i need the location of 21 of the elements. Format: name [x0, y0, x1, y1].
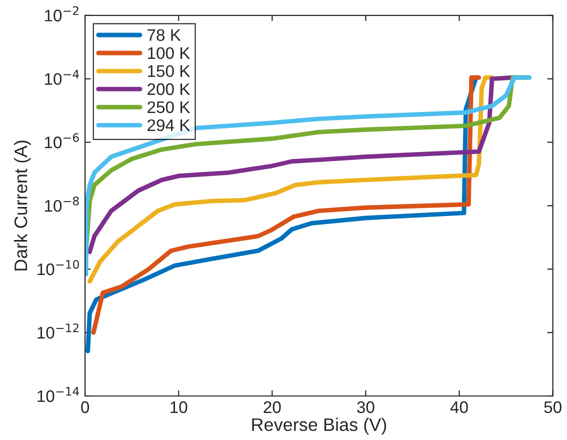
legend-label: 294 K	[148, 119, 190, 132]
y-tick-label: 10$^{−8}$	[44, 196, 79, 212]
x-tick-label: 30	[357, 401, 374, 414]
x-tick-label: 0	[81, 401, 90, 414]
legend-label: 150 K	[148, 65, 190, 78]
y-tick-label: 10$^{−14}$	[38, 387, 80, 402]
legend-label: 78 K	[148, 29, 181, 41]
y-axis-title: Dark Current (A)	[14, 140, 31, 270]
x-tick-label: 20	[264, 401, 281, 414]
legend-label: 100 K	[148, 47, 190, 60]
x-tick-label: 10	[170, 401, 188, 414]
y-tick-label: 10$^{−10}$	[38, 260, 79, 276]
legend-label: 250 K	[148, 101, 190, 114]
x-axis-title: Reverse Bias (V)	[252, 418, 386, 435]
y-tick-label: 10$^{−12}$	[38, 323, 79, 339]
y-tick-label: 10$^{−2}$	[44, 6, 78, 22]
x-tick-label: 40	[450, 401, 468, 414]
y-tick-label: 10$^{−4}$	[44, 70, 79, 85]
y-tick-label: 10$^{−6}$	[44, 133, 79, 148]
x-tick-label: 50	[544, 401, 562, 414]
legend-label: 200 K	[148, 83, 190, 96]
